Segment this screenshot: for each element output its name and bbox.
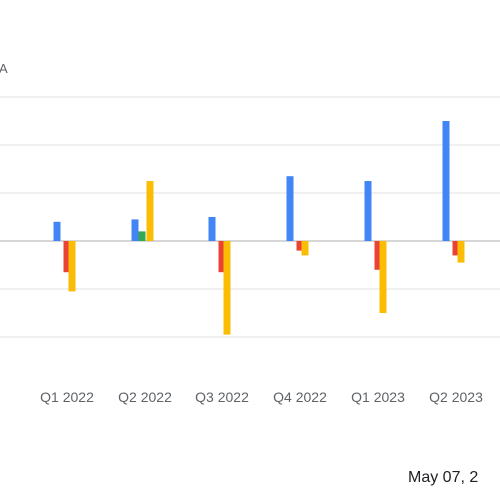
x-tick-label: Q2 2022 bbox=[118, 389, 172, 405]
x-tick-label: Q1 2023 bbox=[351, 389, 405, 405]
bar bbox=[452, 241, 460, 256]
bar bbox=[364, 181, 372, 241]
x-tick-label: Q2 2023 bbox=[429, 389, 483, 405]
x-tick-label: Q4 2022 bbox=[273, 389, 327, 405]
bar bbox=[146, 181, 154, 241]
bars bbox=[53, 121, 465, 335]
bar bbox=[442, 121, 450, 241]
bar bbox=[296, 241, 304, 251]
bar bbox=[63, 241, 71, 273]
bar bbox=[379, 241, 387, 313]
bar bbox=[218, 241, 226, 273]
bar bbox=[301, 241, 309, 256]
gridlines bbox=[0, 96, 500, 338]
y-axis-unit-label: A bbox=[0, 61, 8, 76]
bar bbox=[208, 217, 216, 241]
bar bbox=[223, 241, 231, 335]
date-label: May 07, 2 bbox=[408, 469, 478, 486]
bar bbox=[131, 219, 139, 241]
bar bbox=[286, 176, 294, 241]
bar bbox=[457, 241, 465, 263]
bar bbox=[68, 241, 76, 292]
bar bbox=[374, 241, 382, 270]
bar bbox=[53, 221, 61, 241]
x-tick-label: Q1 2022 bbox=[40, 389, 94, 405]
bar bbox=[138, 231, 146, 241]
x-tick-label: Q3 2022 bbox=[195, 389, 249, 405]
